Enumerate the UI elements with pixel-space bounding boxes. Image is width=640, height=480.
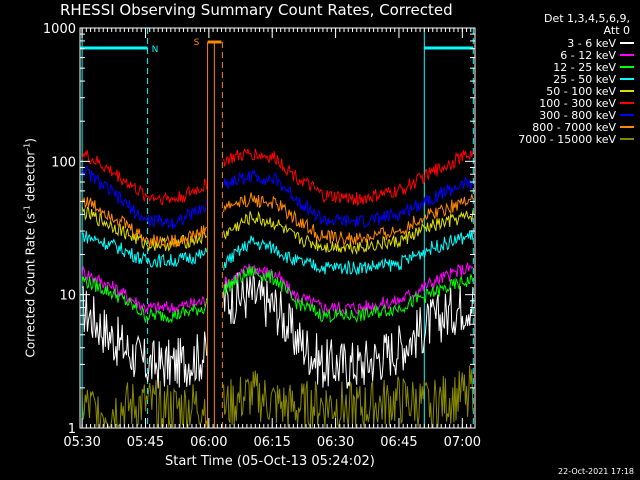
series-line [223,230,474,276]
series-line [223,262,474,315]
x-tick-label: 06:30 [317,435,354,450]
plot-frame [79,27,476,429]
series-line [223,169,474,228]
legend-item: 3 - 6 keV [484,36,634,50]
series-line [81,265,208,315]
saa-flag-label: S [194,38,200,48]
flag-bars-layer: NS [80,28,474,428]
y-tick-label: 100 [51,155,76,170]
legend-label: 300 - 800 keV [539,108,616,122]
legend-swatch [620,138,634,140]
legend-header-line2: Att 0 [603,24,630,37]
night-flag-label: N [152,45,159,55]
series-line [81,165,208,230]
legend-item: 800 - 7000 keV [484,120,634,134]
x-tick-label: 05:45 [127,435,164,450]
generation-timestamp: 22-Oct-2021 17:18 [558,467,634,476]
legend-item: 12 - 25 keV [484,60,634,74]
legend-header-line1: Det 1,3,4,5,6,9, [543,12,630,25]
y-tick-label: 1 [68,422,76,437]
series-line [81,285,208,389]
legend-swatch [620,114,634,116]
y-tick-label: 1000 [43,22,76,37]
legend-swatch [620,54,634,56]
legend-swatch [620,78,634,80]
series-line [81,206,208,252]
series-line [223,265,474,324]
y-tick-label: 10 [59,289,76,304]
legend-swatch [620,126,634,128]
legend-label: 800 - 7000 keV [532,120,616,134]
legend-item: 7000 - 15000 keV [484,132,634,146]
x-tick-label: 06:00 [190,435,227,450]
series-line [81,230,208,268]
legend-item: 100 - 300 keV [484,96,634,110]
axes-layer: 1 10 100 1000 05:30 05:45 06:00 06:15 06:30 06:45… [43,22,481,450]
x-axis-title: Start Time (05-Oct-13 05:24:02) [165,454,375,469]
legend-swatch [620,42,634,44]
x-tick-label: 06:15 [253,435,290,450]
legend-swatch [620,66,634,68]
series-line [223,272,474,389]
series-line [81,380,208,429]
series-line [81,196,207,249]
legend-item: 300 - 800 keV [484,108,634,122]
x-tick-label: 05:30 [63,435,100,450]
legend-label: 6 - 12 keV [560,48,616,62]
legend-swatch [620,90,634,92]
legend-label: 12 - 25 keV [553,60,616,74]
series-line [223,147,474,206]
legend-item: 6 - 12 keV [484,48,634,62]
series-layer [81,147,474,429]
legend-label: 25 - 50 keV [553,72,616,86]
legend-label: 3 - 6 keV [567,36,616,50]
legend-swatch [620,102,634,104]
x-tick-label: 06:45 [380,435,417,450]
chart-title: RHESSI Observing Summary Count Rates, Co… [60,1,453,19]
legend-item: 25 - 50 keV [484,72,634,86]
x-tick-label: 07:00 [444,435,481,450]
series-line [81,276,208,324]
legend: Det 1,3,4,5,6,9, Att 0 3 - 6 keV 6 - 12 k… [484,12,634,146]
series-line [223,365,474,429]
legend-item: 50 - 100 keV [484,84,634,98]
legend-label: 50 - 100 keV [546,84,616,98]
series-line [223,210,474,256]
legend-label: 7000 - 15000 keV [518,132,616,146]
legend-label: 100 - 300 keV [539,96,616,110]
series-line [223,192,474,247]
y-axis-title: Corrected Count Rate (s-1 detector-1) [22,138,38,358]
series-line [81,150,208,206]
